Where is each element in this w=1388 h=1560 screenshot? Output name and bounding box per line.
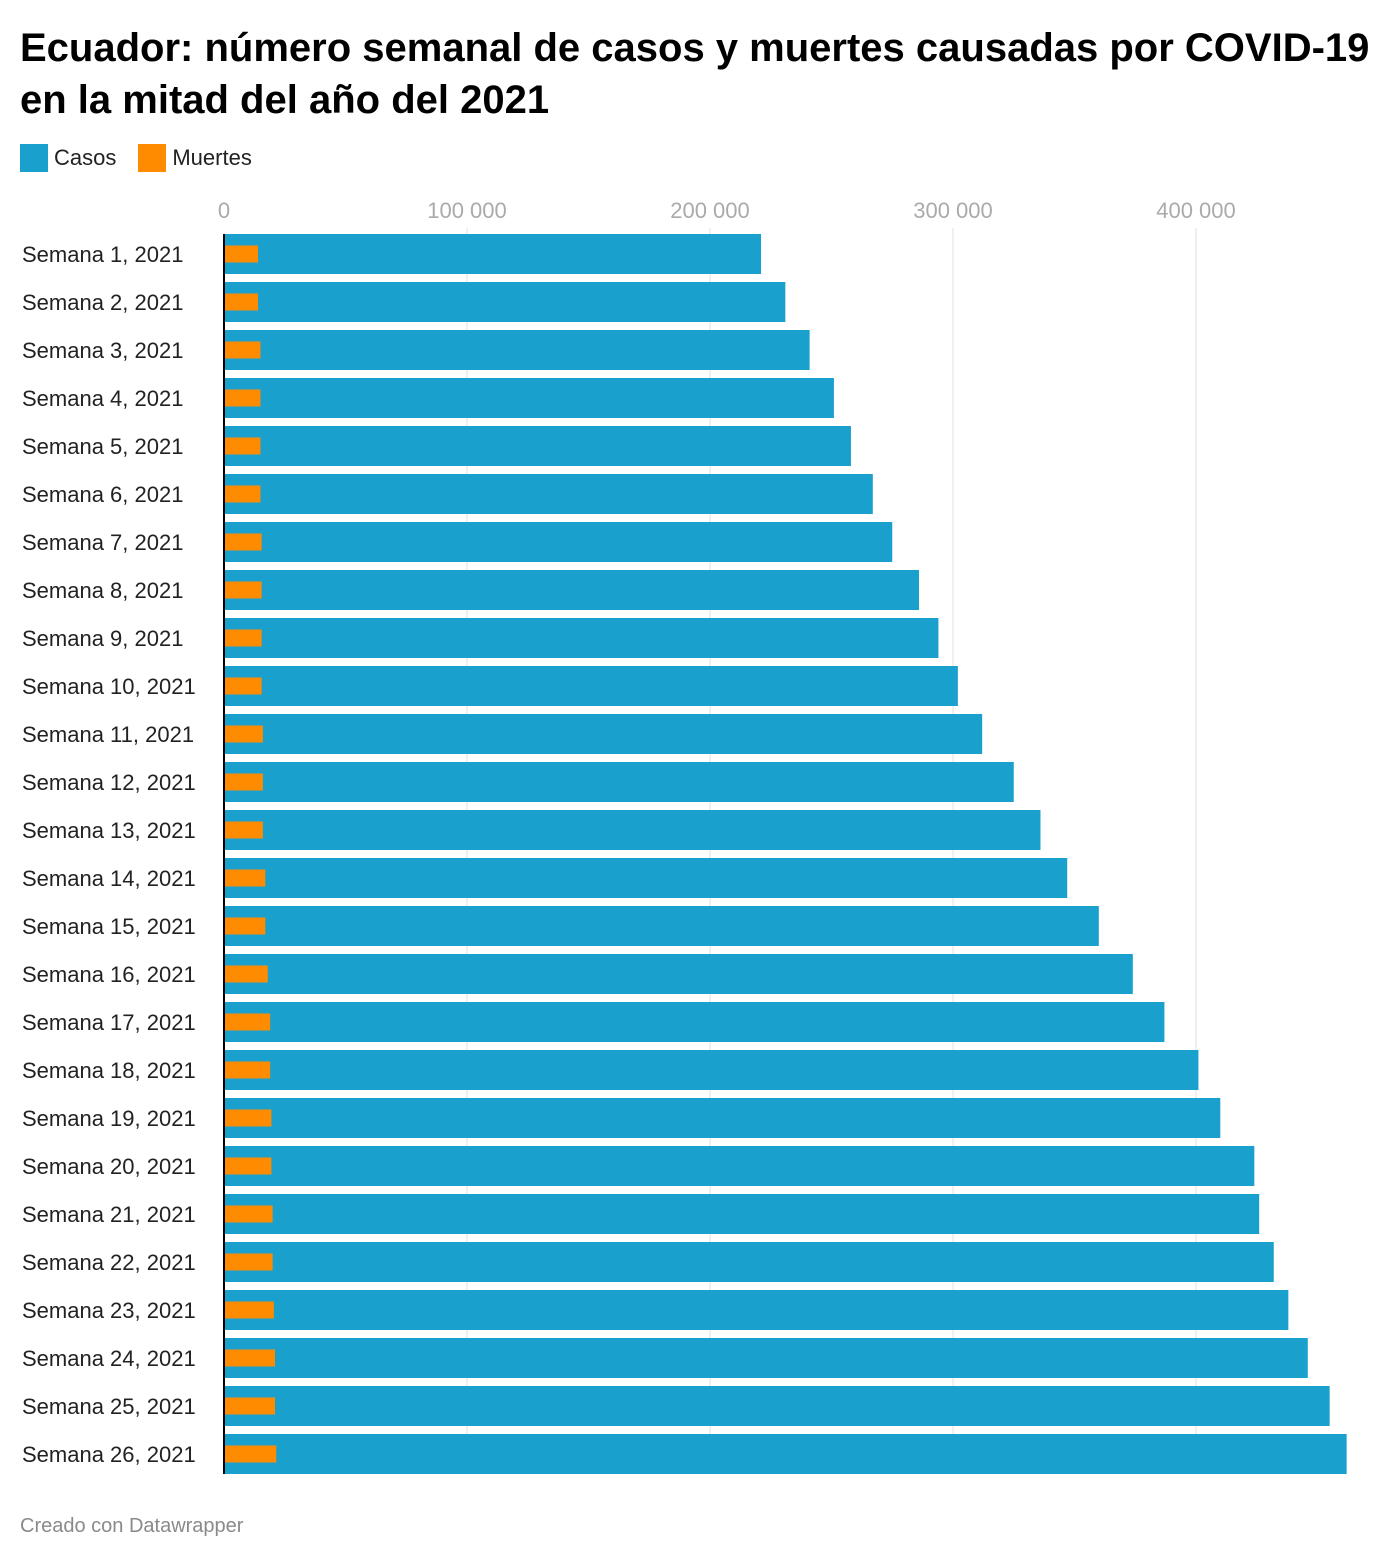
legend-item-casos: Casos (20, 144, 116, 172)
bar-casos (224, 426, 851, 466)
bar-casos (224, 762, 1014, 802)
bar-muertes (224, 1109, 272, 1127)
bar-casos (224, 906, 1099, 946)
bar-casos (224, 1338, 1308, 1378)
y-category-label: Semana 3, 2021 (22, 338, 183, 363)
y-category-label: Semana 4, 2021 (22, 386, 183, 411)
bar-casos (224, 1002, 1165, 1042)
bar-muertes (224, 437, 261, 455)
bar-casos (224, 474, 873, 514)
y-category-label: Semana 18, 2021 (22, 1058, 196, 1083)
bar-muertes (224, 245, 259, 263)
bar-muertes (224, 1349, 276, 1367)
y-category-label: Semana 14, 2021 (22, 866, 196, 891)
bar-casos (224, 1242, 1274, 1282)
x-tick-label: 400 000 (1156, 198, 1236, 223)
y-category-label: Semana 25, 2021 (22, 1394, 196, 1419)
y-category-label: Semana 20, 2021 (22, 1154, 196, 1179)
bar-muertes (224, 1061, 271, 1079)
bar-muertes (224, 1445, 277, 1463)
bar-muertes (224, 1013, 271, 1031)
bar-casos (224, 378, 834, 418)
bar-muertes (224, 1301, 274, 1319)
y-category-label: Semana 9, 2021 (22, 626, 183, 651)
y-category-label: Semana 5, 2021 (22, 434, 183, 459)
y-category-label: Semana 21, 2021 (22, 1202, 196, 1227)
y-category-label: Semana 2, 2021 (22, 290, 183, 315)
bar-muertes (224, 869, 266, 887)
y-category-label: Semana 19, 2021 (22, 1106, 196, 1131)
legend: Casos Muertes (20, 143, 274, 173)
y-category-label: Semana 6, 2021 (22, 482, 183, 507)
bar-casos (224, 666, 958, 706)
bar-muertes (224, 917, 266, 935)
footer-credit: Creado con Datawrapper (20, 1515, 244, 1537)
bar-casos (224, 1098, 1221, 1138)
y-category-label: Semana 13, 2021 (22, 818, 196, 843)
bar-casos (224, 1434, 1347, 1474)
bar-casos (224, 810, 1041, 850)
y-category-label: Semana 24, 2021 (22, 1346, 196, 1371)
y-category-label: Semana 10, 2021 (22, 674, 196, 699)
bar-casos (224, 570, 919, 610)
bar-muertes (224, 581, 262, 599)
y-category-label: Semana 11, 2021 (22, 722, 194, 747)
bar-muertes (224, 389, 261, 407)
bar-casos (224, 618, 939, 658)
bar-muertes (224, 677, 262, 695)
bar-casos (224, 1194, 1260, 1234)
bar-muertes (224, 821, 263, 839)
bar-casos (224, 282, 786, 322)
bar-casos (224, 234, 762, 274)
bar-casos (224, 1050, 1199, 1090)
y-category-label: Semana 7, 2021 (22, 530, 183, 555)
bar-muertes (224, 629, 262, 647)
legend-swatch-casos (20, 144, 48, 172)
bar-casos (224, 714, 983, 754)
bar-casos (224, 858, 1068, 898)
y-category-label: Semana 23, 2021 (22, 1298, 196, 1323)
legend-swatch-muertes (138, 144, 167, 172)
bar-casos (224, 522, 893, 562)
x-tick-label: 0 (218, 198, 230, 223)
x-tick-label: 200 000 (670, 198, 750, 223)
bar-casos (224, 1386, 1330, 1426)
bar-casos (224, 954, 1133, 994)
y-category-label: Semana 22, 2021 (22, 1250, 196, 1275)
bar-casos (224, 1290, 1289, 1330)
legend-label-casos: Casos (54, 145, 117, 170)
bar-muertes (224, 725, 263, 743)
x-tick-label: 300 000 (913, 198, 993, 223)
bar-chart: 0 100 000 200 000 300 000 400 000 Semana 1, 2… (22, 198, 1347, 1474)
bar-muertes (224, 1205, 273, 1223)
bar-muertes (224, 533, 262, 551)
bar-muertes (224, 773, 263, 791)
legend-item-muertes: Muertes (138, 144, 252, 172)
y-category-label: Semana 26, 2021 (22, 1442, 196, 1467)
y-category-label: Semana 12, 2021 (22, 770, 196, 795)
bar-muertes (224, 341, 261, 359)
bar-casos (224, 330, 810, 370)
y-category-label: Semana 16, 2021 (22, 962, 196, 987)
bar-muertes (224, 293, 259, 311)
y-category-label: Semana 8, 2021 (22, 578, 183, 603)
bar-muertes (224, 1157, 272, 1175)
legend-label-muertes: Muertes (172, 145, 252, 170)
bar-muertes (224, 1397, 276, 1415)
bar-casos (224, 1146, 1255, 1186)
bar-muertes (224, 965, 268, 983)
y-category-label: Semana 15, 2021 (22, 914, 196, 939)
bar-muertes (224, 485, 261, 503)
bar-muertes (224, 1253, 273, 1271)
chart-title: Ecuador: número semanal de casos y muert… (20, 26, 1370, 122)
y-category-label: Semana 17, 2021 (22, 1010, 196, 1035)
x-tick-label: 100 000 (427, 198, 507, 223)
y-category-label: Semana 1, 2021 (22, 242, 183, 267)
